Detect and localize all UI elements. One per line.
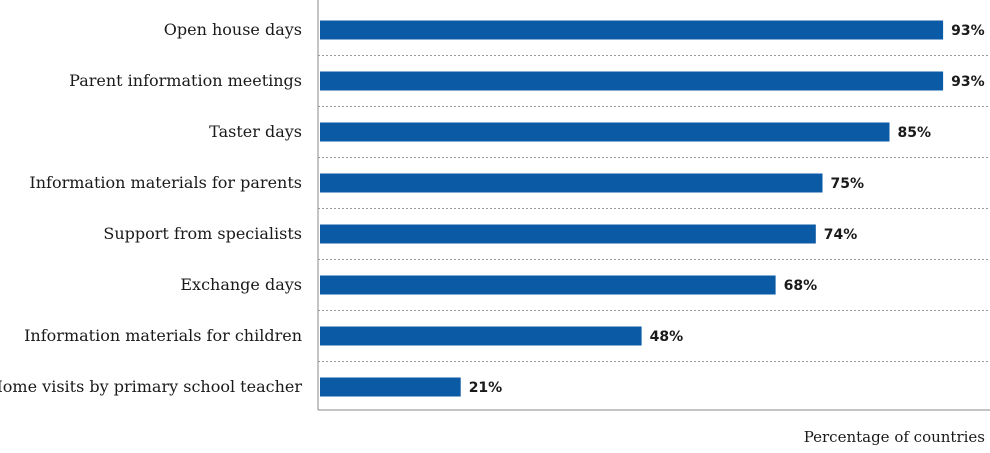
value-label: 48% <box>650 329 684 345</box>
value-labels: 93% 93% 85% 75% 74% 68% 48% 21% <box>469 23 985 396</box>
category-label: Information materials for parents <box>29 173 302 192</box>
bar <box>320 20 944 40</box>
row-separators <box>318 55 990 362</box>
plot-frame <box>317 0 990 411</box>
bar <box>320 71 944 91</box>
bar <box>320 224 816 244</box>
value-label: 93% <box>951 23 985 39</box>
category-label: Support from specialists <box>103 224 302 243</box>
category-label: Taster days <box>209 122 302 141</box>
bar <box>320 122 890 142</box>
category-label: Home visits by primary school teacher <box>0 377 302 396</box>
value-label: 75% <box>831 176 865 192</box>
bar <box>320 326 642 346</box>
category-label: Open house days <box>164 20 302 39</box>
category-labels: Open house days Parent information meetin… <box>0 20 302 396</box>
value-label: 21% <box>469 380 503 396</box>
x-axis-title: Percentage of countries <box>804 428 985 446</box>
bar <box>320 173 823 193</box>
value-label: 85% <box>898 125 932 141</box>
bars-group <box>320 20 944 397</box>
bar <box>320 275 776 295</box>
bar <box>320 377 461 397</box>
value-label: 93% <box>951 74 985 90</box>
category-label: Parent information meetings <box>69 71 302 90</box>
category-label: Exchange days <box>180 275 302 294</box>
value-label: 74% <box>824 227 858 243</box>
category-label: Information materials for children <box>24 326 302 345</box>
value-label: 68% <box>784 278 818 294</box>
